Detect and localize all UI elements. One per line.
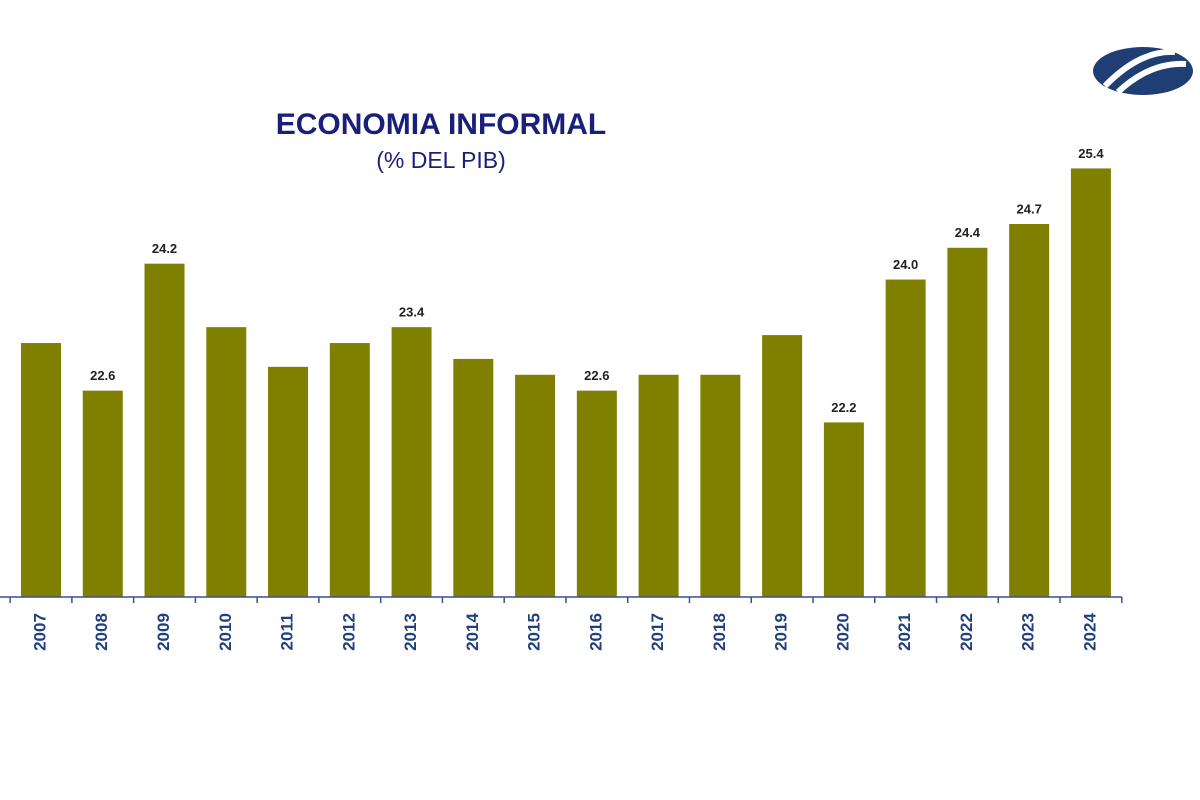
bar bbox=[576, 390, 617, 597]
bar bbox=[700, 374, 741, 597]
bar bbox=[82, 390, 123, 597]
x-tick-label: 2014 bbox=[463, 613, 482, 651]
bar bbox=[947, 247, 988, 598]
value-label: 22.6 bbox=[584, 368, 609, 383]
x-tick-label: 2022 bbox=[957, 613, 976, 651]
value-label: 25.4 bbox=[1078, 146, 1104, 161]
bar bbox=[453, 358, 494, 597]
x-tick-label: 2019 bbox=[772, 613, 791, 651]
bar bbox=[638, 374, 679, 597]
chart-subtitle: (% DEL PIB) bbox=[376, 147, 506, 173]
x-tick-label: 2009 bbox=[154, 613, 173, 651]
bar bbox=[823, 422, 864, 597]
x-tick-label: 2013 bbox=[401, 613, 420, 651]
logo-stripe bbox=[1115, 60, 1187, 95]
x-tick-label: 2015 bbox=[525, 613, 544, 651]
x-tick-label: 2018 bbox=[710, 613, 729, 651]
bar bbox=[268, 366, 309, 597]
bar bbox=[515, 374, 556, 597]
bar bbox=[329, 343, 370, 597]
x-tick-label: 2012 bbox=[339, 613, 358, 651]
x-tick-label: 2008 bbox=[92, 613, 111, 651]
value-label: 24.2 bbox=[152, 241, 177, 256]
value-label: 24.7 bbox=[1017, 201, 1042, 216]
value-label: 22.2 bbox=[831, 400, 856, 415]
x-tick-label: 2020 bbox=[833, 613, 852, 651]
chart-title: ECONOMIA INFORMAL bbox=[276, 108, 607, 141]
bar bbox=[762, 335, 803, 597]
bar bbox=[21, 343, 61, 597]
x-tick-label: 2007 bbox=[30, 613, 49, 651]
bar bbox=[144, 263, 185, 597]
value-label: 22.6 bbox=[90, 368, 115, 383]
bar bbox=[391, 327, 432, 597]
x-tick-label: 2016 bbox=[586, 613, 605, 651]
x-tick-label: 2011 bbox=[278, 614, 297, 651]
value-label: 23.4 bbox=[399, 305, 425, 320]
bar bbox=[206, 327, 247, 597]
bar bbox=[885, 279, 926, 597]
logo-stripe bbox=[1102, 48, 1176, 89]
value-label: 24.4 bbox=[955, 225, 981, 240]
x-tick-label: 2010 bbox=[216, 613, 235, 651]
bar bbox=[1070, 168, 1111, 597]
bar bbox=[1009, 223, 1050, 597]
value-label: 24.0 bbox=[893, 257, 918, 272]
x-tick-label: 2024 bbox=[1080, 613, 1099, 651]
x-tick-label: 2021 bbox=[895, 613, 914, 651]
x-tick-label: 2023 bbox=[1019, 613, 1038, 651]
x-tick-label: 2017 bbox=[648, 613, 667, 651]
logo bbox=[1093, 47, 1193, 95]
